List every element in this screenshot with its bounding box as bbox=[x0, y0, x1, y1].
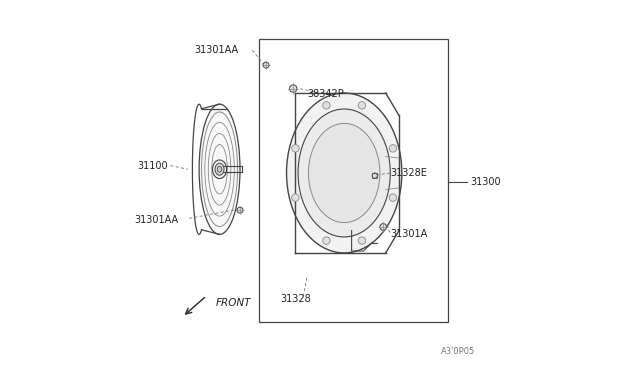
Ellipse shape bbox=[199, 104, 240, 234]
Circle shape bbox=[263, 62, 269, 68]
Circle shape bbox=[289, 85, 297, 92]
Ellipse shape bbox=[212, 160, 227, 179]
Text: 31301AA: 31301AA bbox=[134, 215, 179, 225]
Bar bbox=[372, 173, 377, 178]
Ellipse shape bbox=[218, 166, 222, 172]
Circle shape bbox=[389, 194, 397, 201]
Ellipse shape bbox=[287, 93, 402, 253]
Text: 38342P: 38342P bbox=[307, 89, 344, 99]
Circle shape bbox=[323, 237, 330, 244]
Ellipse shape bbox=[215, 163, 224, 175]
Text: 31328E: 31328E bbox=[390, 168, 428, 178]
Ellipse shape bbox=[308, 124, 380, 222]
Circle shape bbox=[380, 224, 387, 230]
Text: FRONT: FRONT bbox=[216, 298, 252, 308]
Circle shape bbox=[323, 102, 330, 109]
Text: 31301A: 31301A bbox=[390, 230, 428, 239]
Circle shape bbox=[389, 145, 397, 152]
Text: A3'0P05: A3'0P05 bbox=[440, 347, 475, 356]
Circle shape bbox=[237, 207, 243, 213]
Ellipse shape bbox=[298, 109, 390, 237]
Circle shape bbox=[358, 237, 365, 244]
Circle shape bbox=[292, 145, 299, 152]
Circle shape bbox=[372, 173, 378, 178]
Circle shape bbox=[358, 102, 365, 109]
Circle shape bbox=[292, 194, 299, 201]
Text: 31100: 31100 bbox=[137, 161, 168, 170]
Bar bbox=[259, 39, 449, 322]
Text: 31300: 31300 bbox=[470, 177, 501, 187]
Text: 31301AA: 31301AA bbox=[194, 45, 238, 55]
Text: 31328: 31328 bbox=[280, 295, 311, 304]
